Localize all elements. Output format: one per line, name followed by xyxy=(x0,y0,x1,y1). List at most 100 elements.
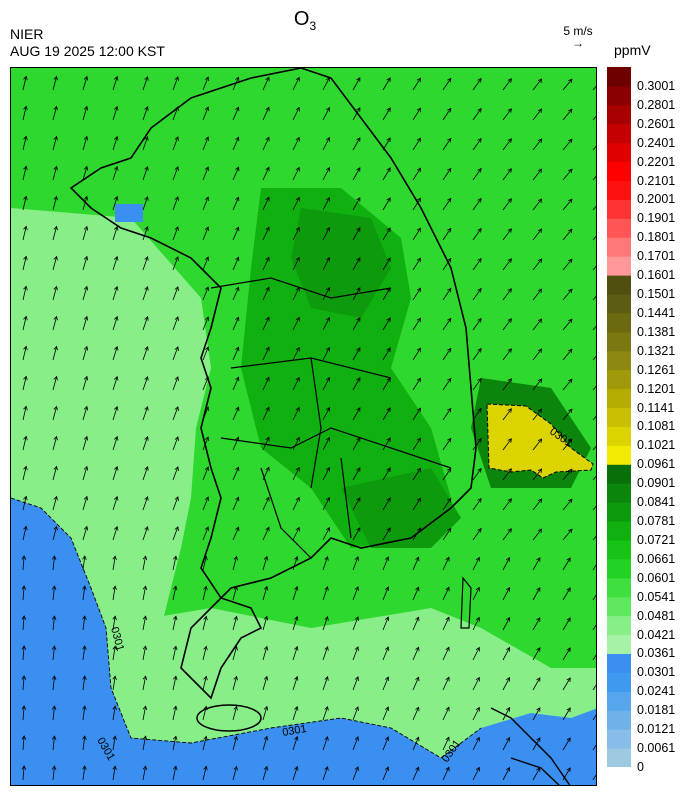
wind-arrow xyxy=(442,617,450,631)
wind-arrow xyxy=(502,737,510,751)
wind-arrowhead xyxy=(265,346,270,352)
wind-arrowhead xyxy=(174,496,179,501)
wind-arrowhead xyxy=(477,317,482,323)
wind-arrow xyxy=(292,317,300,331)
wind-arrow xyxy=(262,556,268,571)
wind-arrowhead xyxy=(265,406,270,412)
wind-arrowhead xyxy=(325,406,330,412)
wind-arrow xyxy=(262,586,268,601)
wind-arrowhead xyxy=(172,615,178,621)
wind-arrow xyxy=(52,616,55,631)
wind-arrowhead xyxy=(263,675,269,681)
wind-arrowhead xyxy=(416,257,421,263)
wind-arrowhead xyxy=(83,255,89,261)
wind-arrow xyxy=(532,617,541,631)
wind-arrowhead xyxy=(416,347,421,353)
wind-arrow xyxy=(52,286,57,301)
wind-arrow xyxy=(592,445,596,451)
wind-arrow xyxy=(22,496,27,511)
wind-arrow xyxy=(472,138,482,151)
wind-arrowhead xyxy=(386,407,391,413)
wind-arrowhead xyxy=(568,198,573,204)
wind-arrowhead xyxy=(53,345,58,351)
wind-arrow xyxy=(442,228,452,241)
wind-arrow xyxy=(412,257,421,271)
wind-arrowhead xyxy=(174,256,179,261)
wind-arrow xyxy=(82,136,88,151)
wind-arrowhead xyxy=(83,405,89,411)
wind-arrow xyxy=(232,377,239,391)
wind-arrowhead xyxy=(142,765,148,771)
wind-arrow xyxy=(412,617,419,631)
wind-arrow xyxy=(22,136,27,151)
wind-arrowhead xyxy=(325,286,330,292)
wind-arrow xyxy=(442,108,452,121)
wind-arrow xyxy=(442,408,452,421)
wind-arrow xyxy=(592,265,596,271)
wind-arrowhead xyxy=(172,555,178,561)
wind-arrow xyxy=(82,226,88,241)
wind-arrowhead xyxy=(235,526,240,532)
wind-arrow xyxy=(382,377,391,391)
wind-arrow xyxy=(232,197,239,211)
wind-arrowhead xyxy=(447,407,452,413)
wind-arrowhead xyxy=(537,468,543,473)
wind-arrowhead xyxy=(51,585,57,590)
wind-arrow xyxy=(22,526,27,541)
wind-arrow xyxy=(112,556,116,571)
wind-arrow xyxy=(502,138,512,151)
wind-arrow xyxy=(202,736,207,751)
wind-arrowhead xyxy=(204,316,210,322)
wind-arrowhead xyxy=(235,76,240,82)
wind-arrowhead xyxy=(477,287,482,293)
colorbar-tick-label: 0.0361 xyxy=(637,646,676,661)
wind-arrowhead xyxy=(203,765,208,771)
colorbar-tick-label: 0.3001 xyxy=(637,78,676,93)
wind-arrow xyxy=(412,527,421,541)
wind-arrow xyxy=(52,706,55,721)
wind-arrowhead xyxy=(356,107,361,112)
colorbar-cell xyxy=(607,142,631,163)
wind-arrow xyxy=(202,646,207,661)
wind-arrowhead xyxy=(356,227,361,232)
wind-arrow xyxy=(172,166,179,181)
wind-arrowhead xyxy=(568,168,573,174)
wind-arrow xyxy=(382,497,391,511)
wind-arrowhead xyxy=(82,615,87,621)
wind-arrowhead xyxy=(53,105,58,111)
wind-arrow xyxy=(202,526,209,541)
wind-arrowhead xyxy=(537,288,543,293)
wind-arrowhead xyxy=(475,556,480,562)
wind-arrow xyxy=(412,587,419,601)
wind-arrowhead xyxy=(507,348,512,353)
wind-arrow xyxy=(112,286,118,301)
colorbar-cell xyxy=(607,748,631,767)
wind-arrow xyxy=(22,705,25,721)
wind-arrow xyxy=(52,376,57,391)
wind-arrowhead xyxy=(83,435,89,441)
wind-arrowhead xyxy=(507,168,512,173)
wind-arrowhead xyxy=(23,105,28,111)
colorbar-cell xyxy=(607,331,631,352)
wind-arrowhead xyxy=(386,107,391,113)
wind-arrow xyxy=(382,167,391,181)
wind-arrowhead xyxy=(21,585,27,590)
wind-arrow xyxy=(262,527,270,541)
wind-arrowhead xyxy=(53,435,58,441)
wind-arrowhead xyxy=(83,135,89,141)
wind-arrow xyxy=(382,736,389,751)
wind-arrow xyxy=(262,766,268,781)
wind-arrowhead xyxy=(356,377,361,382)
wind-scale-label: 5 m/s xyxy=(563,24,593,38)
wind-arrowhead xyxy=(416,377,421,383)
colorbar-cell xyxy=(607,85,631,106)
wind-arrowhead xyxy=(324,586,329,591)
wind-arrowhead xyxy=(325,196,330,202)
wind-arrow xyxy=(172,646,177,661)
colorbar-cell xyxy=(607,577,631,598)
wind-arrowhead xyxy=(114,345,119,351)
wind-arrow xyxy=(322,407,330,421)
wind-arrowhead xyxy=(82,705,87,711)
wind-arrow xyxy=(22,436,27,451)
wind-arrowhead xyxy=(144,166,149,171)
